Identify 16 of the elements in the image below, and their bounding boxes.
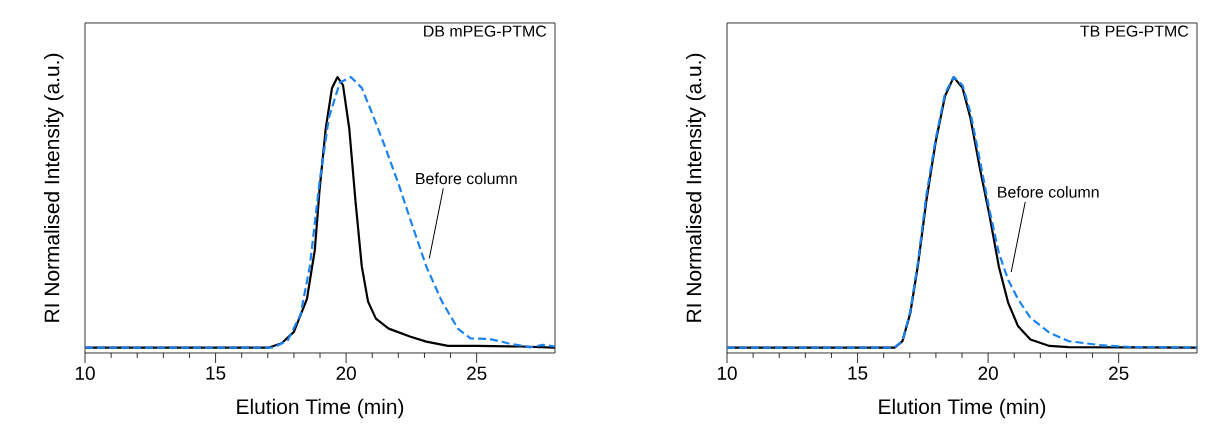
x-tick-label: 15 — [206, 366, 226, 380]
y-axis-title: RI Normalised Intensity (a.u.) — [43, 53, 64, 322]
chart-title: TB PEG-PTMC — [1080, 25, 1189, 37]
x-axis-title: Elution Time (min) — [879, 398, 1046, 419]
x-tick-label: 25 — [467, 366, 487, 380]
x-tick-label: 10 — [717, 366, 737, 380]
series-label: Before column — [416, 172, 517, 185]
y-axis-title: RI Normalised Intensity (a.u.) — [685, 53, 706, 322]
x-tick-label: 10 — [75, 366, 95, 380]
x-tick-label: 20 — [336, 366, 356, 380]
chart-title: DB mPEG-PTMC — [424, 25, 547, 37]
x-tick-label: 20 — [978, 366, 998, 380]
series-label: Before column — [998, 186, 1099, 198]
x-axis-title: Elution Time (min) — [237, 398, 404, 419]
x-tick-label: 15 — [848, 366, 868, 380]
x-tick-label: 25 — [1109, 366, 1129, 380]
